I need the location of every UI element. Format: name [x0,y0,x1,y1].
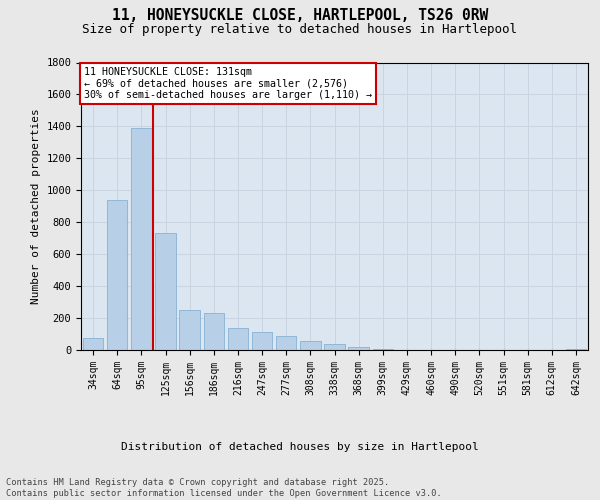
Text: Size of property relative to detached houses in Hartlepool: Size of property relative to detached ho… [83,22,517,36]
Bar [276,336,296,350]
Bar [131,128,152,350]
Bar [300,341,320,350]
Bar [203,314,224,350]
Bar [252,332,272,350]
Bar [349,347,369,350]
Text: 11, HONEYSUCKLE CLOSE, HARTLEPOOL, TS26 0RW: 11, HONEYSUCKLE CLOSE, HARTLEPOOL, TS26 … [112,8,488,22]
Bar [107,200,127,350]
Text: Contains HM Land Registry data © Crown copyright and database right 2025.
Contai: Contains HM Land Registry data © Crown c… [6,478,442,498]
Text: 11 HONEYSUCKLE CLOSE: 131sqm
← 69% of detached houses are smaller (2,576)
30% of: 11 HONEYSUCKLE CLOSE: 131sqm ← 69% of de… [83,67,371,100]
Bar [83,338,103,350]
Y-axis label: Number of detached properties: Number of detached properties [31,108,41,304]
Bar [324,344,345,350]
Bar [155,234,176,350]
Bar [373,349,393,350]
Bar [227,328,248,350]
Bar [179,310,200,350]
Bar [566,349,586,350]
Text: Distribution of detached houses by size in Hartlepool: Distribution of detached houses by size … [121,442,479,452]
